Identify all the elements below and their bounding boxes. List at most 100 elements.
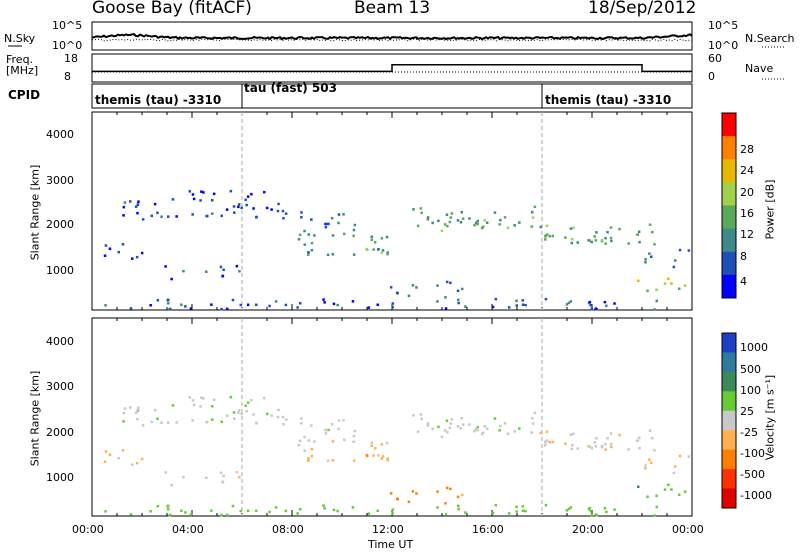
power-cell — [210, 303, 213, 306]
velocity-cell — [648, 458, 651, 461]
power-cell — [237, 205, 240, 209]
power-cell — [153, 202, 157, 206]
power-cell — [569, 300, 573, 303]
velocity-cell — [182, 475, 185, 479]
velocity-cell — [521, 505, 524, 508]
power-cell — [595, 231, 598, 234]
power-cell — [456, 219, 460, 222]
velocity-cell — [376, 509, 379, 512]
velocity-cell — [380, 443, 384, 446]
power-cell — [461, 287, 464, 291]
power-colorbar-swatch — [722, 251, 736, 276]
velocity-cell — [576, 447, 579, 450]
power-cell — [137, 200, 140, 203]
velocity-cell — [589, 509, 592, 513]
power-cell — [576, 241, 579, 244]
power-cell — [240, 206, 243, 210]
xtick-1600: 16:00 — [472, 523, 504, 536]
velocity-cell — [456, 495, 460, 499]
velocity-cell — [246, 401, 250, 404]
velocity-cell — [337, 427, 340, 431]
power-colorbar-swatch — [722, 228, 736, 253]
power-cell — [440, 229, 444, 233]
power-cell — [391, 306, 394, 309]
power-cell — [352, 234, 355, 238]
power-cell — [170, 277, 173, 281]
velocity-cell — [476, 425, 479, 429]
velocity-cell — [674, 465, 677, 468]
power-cell — [544, 234, 547, 237]
velocity-cell — [231, 504, 235, 508]
velocity-cell — [167, 421, 170, 424]
velocity-ytick-2000: 2000 — [46, 426, 74, 439]
velocity-cell — [156, 505, 160, 508]
velocity-cell — [122, 411, 126, 415]
velocity-cell — [461, 493, 464, 497]
velocity-cell — [175, 421, 178, 424]
power-cell — [653, 308, 656, 311]
velocity-colorbar-swatch — [722, 430, 736, 451]
velocity-cell — [191, 399, 195, 402]
power-cell — [476, 222, 479, 226]
power-cell — [480, 226, 484, 230]
power-cell — [366, 248, 369, 251]
velocity-cell — [389, 492, 393, 495]
velocity-cell — [461, 423, 465, 426]
velocity-cell — [499, 424, 502, 428]
velocity-cell — [200, 396, 203, 399]
velocity-colorbar-swatch — [722, 352, 736, 373]
velocity-cell — [653, 449, 656, 452]
power-cell — [380, 251, 384, 254]
power-cell — [518, 221, 521, 224]
velocity-cell — [229, 395, 233, 399]
velocity-cell — [613, 508, 616, 511]
velocity-cell — [180, 509, 183, 512]
power-cell — [544, 297, 548, 301]
power-cell — [322, 298, 325, 301]
power-cell — [513, 224, 516, 227]
power-cell — [548, 234, 551, 238]
velocity-cell — [277, 408, 280, 412]
power-cell — [449, 281, 452, 285]
velocity-cell — [571, 444, 574, 447]
power-cell — [167, 302, 170, 305]
power-cell — [104, 244, 108, 247]
velocity-cell — [593, 441, 596, 444]
power-cell — [167, 215, 170, 218]
power-cell — [459, 221, 463, 224]
velocity-cell — [303, 435, 306, 439]
velocity-cell — [449, 487, 452, 491]
power-cell — [572, 226, 575, 230]
power-cell — [506, 226, 510, 230]
velocity-cell — [210, 509, 213, 512]
velocity-cell — [513, 430, 516, 433]
freq-panel-frame — [91, 53, 693, 83]
power-cell — [221, 275, 224, 278]
power-cell — [167, 298, 170, 302]
power-cell — [134, 205, 138, 208]
velocity-cell — [594, 445, 598, 448]
xlabel: Time UT — [368, 538, 414, 551]
velocity-cell — [539, 431, 542, 435]
velocity-cell — [191, 419, 194, 422]
date-label: 18/Sep/2012 — [588, 0, 697, 18]
power-cell — [191, 213, 194, 216]
cpid-segment-3: themis (tau) -3310 — [545, 93, 672, 107]
velocity-cell — [225, 414, 229, 417]
velocity-cell — [300, 417, 303, 420]
velocity-cell — [609, 432, 613, 435]
velocity-cell — [122, 420, 125, 423]
velocity-cell — [587, 445, 590, 448]
velocity-cell — [336, 509, 339, 513]
power-cell — [389, 286, 393, 289]
power-cell — [330, 216, 334, 220]
velocity-cell — [391, 512, 394, 515]
velocity-cell — [436, 506, 439, 509]
velocity-cell — [327, 428, 330, 432]
velocity-cell — [324, 428, 327, 432]
velocity-cell — [149, 510, 152, 513]
vel-cbar-tick-1000: 1000 — [740, 341, 768, 354]
power-cell — [192, 197, 196, 201]
velocity-cell — [667, 483, 670, 486]
power-cell — [310, 218, 313, 221]
